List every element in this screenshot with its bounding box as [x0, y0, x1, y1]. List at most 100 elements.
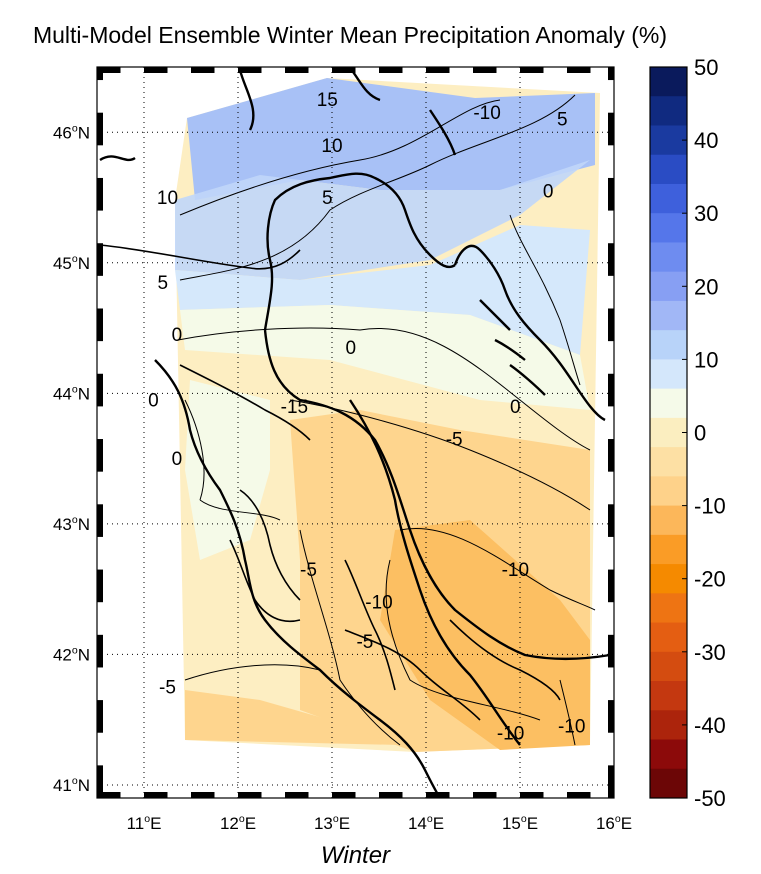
- chart-title: Multi-Model Ensemble Winter Mean Precipi…: [32, 22, 668, 48]
- colorbar-swatch: [650, 476, 687, 507]
- contour-label: 5: [158, 273, 169, 294]
- colorbar-tick-label: -40: [694, 713, 726, 738]
- colorbar-swatch: [650, 564, 687, 594]
- contour-label: -10: [558, 717, 585, 738]
- colorbar-swatch: [650, 359, 687, 390]
- regional-borders: [99, 244, 561, 721]
- frame-band: [191, 67, 215, 73]
- colorbar-swatch: [650, 710, 687, 741]
- contour-label: 10: [321, 136, 342, 157]
- colorbar-tick-label: 10: [694, 347, 718, 372]
- frame-band: [285, 792, 309, 798]
- contour-line: [184, 664, 321, 681]
- colorbar-swatch: [650, 271, 687, 302]
- colorbar-swatch: [650, 651, 687, 682]
- colorbar-swatch: [650, 681, 687, 711]
- contour-label: 0: [346, 338, 357, 359]
- lat-tick-label: 43oN: [53, 514, 90, 534]
- coastline-istria-croatia: [453, 244, 606, 422]
- contour-line: [559, 679, 576, 746]
- colorbar-swatch: [650, 300, 687, 331]
- frame-band: [332, 792, 356, 798]
- latitude-tick-labels: 46oN 45oN 44oN 43oN 42oN 41oN: [53, 122, 90, 795]
- contour-label: 0: [543, 182, 554, 203]
- contour-line: [509, 214, 581, 386]
- contour-label: -10: [497, 723, 524, 744]
- frame-band: [238, 67, 262, 73]
- contour-line: [399, 528, 596, 611]
- frame-band: [97, 67, 121, 73]
- colorbar-tick-label: -30: [694, 640, 726, 665]
- frame-band: [379, 67, 403, 73]
- region-border: [229, 539, 301, 622]
- frame-band: [97, 792, 121, 798]
- colorbar-swatch: [650, 67, 687, 97]
- coastline-north-adriatic: [263, 172, 456, 331]
- frame-band: [608, 373, 614, 407]
- field-0-to-5-tuscany: [185, 380, 270, 560]
- colorbar-tick-label: -50: [694, 786, 726, 811]
- colorbar-tick-label: 20: [694, 274, 718, 299]
- coastline-north-border: [99, 67, 457, 162]
- contour-line: [184, 399, 281, 521]
- region-border: [239, 489, 301, 601]
- frame-border-bands: [97, 67, 614, 798]
- colorbar-swatch: [650, 417, 687, 448]
- frame-band: [97, 504, 103, 537]
- colorbar-tick-label: 40: [694, 128, 718, 153]
- colorbar: [649, 66, 688, 799]
- lon-tick-label: 14oE: [408, 813, 444, 833]
- frame-band: [97, 67, 103, 81]
- contour-label: 15: [317, 90, 338, 111]
- lon-tick-label: 13oE: [314, 813, 350, 833]
- colorbar-tick-label: -20: [694, 567, 726, 592]
- frame-band: [567, 792, 591, 798]
- frame-band: [426, 792, 450, 798]
- colorbar-tick-label: 50: [694, 55, 718, 80]
- colorbar-swatch: [650, 330, 687, 360]
- field-minus5-to-minus10-south: [185, 690, 400, 745]
- lat-tick-label: 45oN: [53, 253, 90, 273]
- field-0-to-5: [180, 305, 590, 410]
- lat-tick-label: 42oN: [53, 644, 90, 664]
- contour-line: [385, 559, 541, 721]
- frame-band: [97, 634, 103, 668]
- contour-labels: 15 10 -10 5 10 5 0 5 0 0 0 -15 0 -5 0 -10 -5 -10 -5 -5 -10 -1…: [148, 90, 585, 744]
- field-15-to-20: [187, 78, 595, 200]
- lat-tick-label: 46oN: [53, 122, 90, 142]
- colorbar-swatch: [650, 768, 687, 799]
- frame-band: [608, 765, 614, 798]
- coastline-croatia-islands: [479, 299, 546, 396]
- x-axis-label: Winter: [320, 842, 391, 869]
- frame-band: [608, 308, 614, 342]
- contour-label: -5: [159, 678, 176, 699]
- contour-line: [177, 327, 591, 451]
- contour-line: [289, 399, 591, 511]
- contour-label: 10: [157, 188, 178, 209]
- frame-band: [608, 569, 614, 603]
- colorbar-swatch: [650, 447, 687, 477]
- frame-band: [97, 177, 103, 211]
- contour-label: -5: [446, 430, 463, 451]
- frame-band: [426, 67, 450, 73]
- frame-band: [191, 792, 215, 798]
- colorbar-swatch: [650, 739, 687, 770]
- coastline-italy-tyrrhenian: [154, 359, 442, 798]
- contour-line: [299, 529, 401, 746]
- region-border: [179, 364, 311, 441]
- longitude-tick-labels: 11oE 12oE 13oE 14oE 15oE 16oE: [127, 813, 632, 833]
- colorbar-tick-label: 0: [694, 421, 706, 446]
- colorbar-tick-labels: 50 40 30 20 10 0 -10 -20 -30 -40 -50: [682, 55, 726, 811]
- colorbar-swatch: [650, 242, 687, 273]
- colorbar-swatch: [650, 505, 687, 536]
- frame-band: [608, 67, 614, 81]
- frame-band: [608, 243, 614, 276]
- region-border: [99, 244, 301, 270]
- contour-label: -5: [300, 560, 317, 581]
- frame-band: [608, 634, 614, 668]
- contour-label: 5: [557, 110, 568, 131]
- frame-band: [97, 439, 103, 472]
- lat-tick-label: 41oN: [53, 775, 90, 795]
- frame-band: [97, 112, 103, 146]
- contour-label: 5: [322, 188, 333, 209]
